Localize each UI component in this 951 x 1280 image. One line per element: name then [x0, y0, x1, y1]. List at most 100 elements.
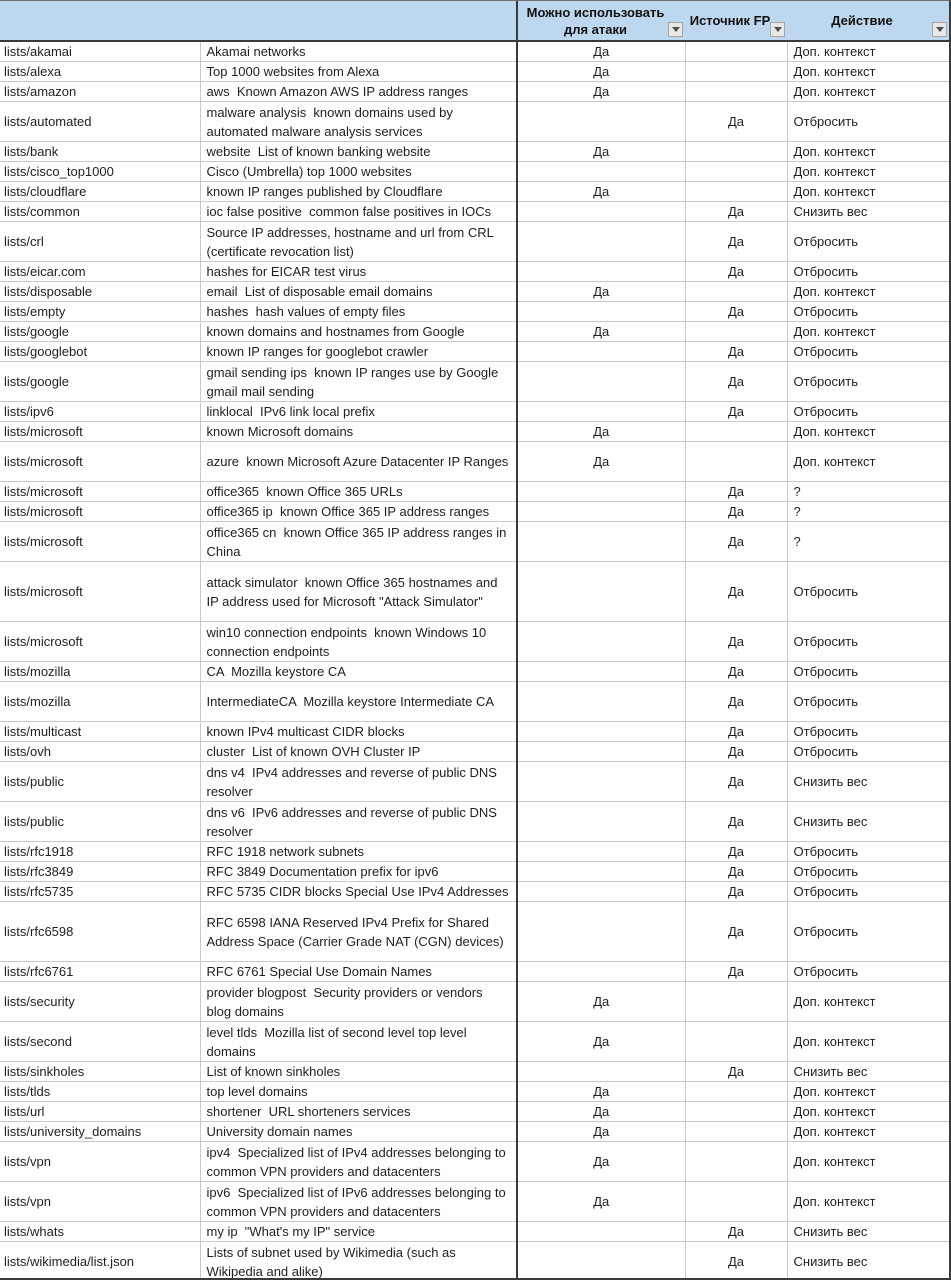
- cell-description[interactable]: Source IP addresses, hostname and url fr…: [200, 221, 518, 262]
- cell-attack-usable[interactable]: [517, 721, 686, 742]
- cell-description[interactable]: linklocal IPv6 link local prefix: [200, 401, 518, 422]
- cell-action[interactable]: Отбросить: [787, 401, 949, 422]
- cell-description[interactable]: malware analysis known domains used by a…: [200, 101, 518, 142]
- cell-list-name[interactable]: lists/disposable: [0, 281, 201, 302]
- cell-action[interactable]: Доп. контекст: [787, 321, 949, 342]
- cell-description[interactable]: Akamai networks: [200, 41, 518, 62]
- cell-fp-source[interactable]: Да: [685, 301, 788, 322]
- cell-list-name[interactable]: lists/multicast: [0, 721, 201, 742]
- cell-attack-usable[interactable]: Да: [517, 41, 686, 62]
- cell-fp-source[interactable]: Да: [685, 861, 788, 882]
- cell-fp-source[interactable]: Да: [685, 621, 788, 662]
- filter-dropdown-button[interactable]: [668, 22, 683, 37]
- cell-description[interactable]: win10 connection endpoints known Windows…: [200, 621, 518, 662]
- cell-attack-usable[interactable]: [517, 401, 686, 422]
- cell-fp-source[interactable]: [685, 421, 788, 442]
- cell-action[interactable]: Доп. контекст: [787, 1181, 949, 1222]
- cell-list-name[interactable]: lists/microsoft: [0, 561, 201, 622]
- cell-list-name[interactable]: lists/rfc5735: [0, 881, 201, 902]
- cell-description[interactable]: my ip "What's my IP" service: [200, 1221, 518, 1242]
- cell-action[interactable]: Доп. контекст: [787, 61, 949, 82]
- cell-fp-source[interactable]: Да: [685, 1221, 788, 1242]
- cell-list-name[interactable]: lists/ipv6: [0, 401, 201, 422]
- filter-dropdown-button[interactable]: [932, 22, 947, 37]
- cell-attack-usable[interactable]: Да: [517, 61, 686, 82]
- cell-description[interactable]: University domain names: [200, 1121, 518, 1142]
- cell-action[interactable]: Доп. контекст: [787, 1141, 949, 1182]
- cell-list-name[interactable]: lists/google: [0, 321, 201, 342]
- cell-fp-source[interactable]: Да: [685, 801, 788, 842]
- cell-fp-source[interactable]: [685, 41, 788, 62]
- cell-list-name[interactable]: lists/rfc6598: [0, 901, 201, 962]
- cell-attack-usable[interactable]: [517, 901, 686, 962]
- cell-description[interactable]: Cisco (Umbrella) top 1000 websites: [200, 161, 518, 182]
- cell-action[interactable]: Отбросить: [787, 681, 949, 722]
- cell-action[interactable]: Доп. контекст: [787, 441, 949, 482]
- cell-description[interactable]: website List of known banking website: [200, 141, 518, 162]
- cell-attack-usable[interactable]: [517, 221, 686, 262]
- cell-attack-usable[interactable]: Да: [517, 421, 686, 442]
- cell-fp-source[interactable]: Да: [685, 561, 788, 622]
- cell-fp-source[interactable]: Да: [685, 521, 788, 562]
- cell-list-name[interactable]: lists/microsoft: [0, 421, 201, 442]
- cell-attack-usable[interactable]: Да: [517, 1181, 686, 1222]
- cell-description[interactable]: ipv4 Specialized list of IPv4 addresses …: [200, 1141, 518, 1182]
- cell-attack-usable[interactable]: Да: [517, 281, 686, 302]
- cell-attack-usable[interactable]: Да: [517, 441, 686, 482]
- cell-fp-source[interactable]: Да: [685, 101, 788, 142]
- cell-fp-source[interactable]: Да: [685, 961, 788, 982]
- cell-action[interactable]: Доп. контекст: [787, 41, 949, 62]
- cell-attack-usable[interactable]: [517, 561, 686, 622]
- cell-action[interactable]: Доп. контекст: [787, 981, 949, 1022]
- cell-action[interactable]: Отбросить: [787, 301, 949, 322]
- cell-list-name[interactable]: lists/microsoft: [0, 481, 201, 502]
- cell-action[interactable]: Доп. контекст: [787, 161, 949, 182]
- cell-attack-usable[interactable]: [517, 961, 686, 982]
- cell-fp-source[interactable]: Да: [685, 681, 788, 722]
- cell-fp-source[interactable]: [685, 1121, 788, 1142]
- cell-list-name[interactable]: lists/vpn: [0, 1141, 201, 1182]
- cell-fp-source[interactable]: [685, 1141, 788, 1182]
- cell-action[interactable]: Снизить вес: [787, 201, 949, 222]
- cell-attack-usable[interactable]: [517, 881, 686, 902]
- cell-list-name[interactable]: lists/google: [0, 361, 201, 402]
- cell-attack-usable[interactable]: [517, 341, 686, 362]
- cell-attack-usable[interactable]: [517, 1221, 686, 1242]
- cell-attack-usable[interactable]: [517, 101, 686, 142]
- cell-fp-source[interactable]: Да: [685, 741, 788, 762]
- cell-attack-usable[interactable]: [517, 521, 686, 562]
- cell-description[interactable]: office365 cn known Office 365 IP address…: [200, 521, 518, 562]
- cell-description[interactable]: dns v4 IPv4 addresses and reverse of pub…: [200, 761, 518, 802]
- cell-action[interactable]: Доп. контекст: [787, 281, 949, 302]
- cell-action[interactable]: Отбросить: [787, 881, 949, 902]
- cell-list-name[interactable]: lists/second: [0, 1021, 201, 1062]
- cell-action[interactable]: Снизить вес: [787, 801, 949, 842]
- cell-description[interactable]: hashes hash values of empty files: [200, 301, 518, 322]
- cell-description[interactable]: level tlds Mozilla list of second level …: [200, 1021, 518, 1062]
- cell-attack-usable[interactable]: Да: [517, 1121, 686, 1142]
- cell-list-name[interactable]: lists/microsoft: [0, 521, 201, 562]
- cell-description[interactable]: RFC 3849 Documentation prefix for ipv6: [200, 861, 518, 882]
- cell-list-name[interactable]: lists/url: [0, 1101, 201, 1122]
- cell-action[interactable]: Отбросить: [787, 861, 949, 882]
- cell-action[interactable]: Отбросить: [787, 661, 949, 682]
- cell-description[interactable]: ioc false positive common false positive…: [200, 201, 518, 222]
- cell-list-name[interactable]: lists/microsoft: [0, 441, 201, 482]
- cell-fp-source[interactable]: [685, 981, 788, 1022]
- cell-attack-usable[interactable]: [517, 1241, 686, 1278]
- cell-action[interactable]: ?: [787, 521, 949, 562]
- cell-action[interactable]: Доп. контекст: [787, 1021, 949, 1062]
- column-header-fp-source[interactable]: Источник FP: [685, 1, 787, 42]
- cell-action[interactable]: Отбросить: [787, 361, 949, 402]
- cell-action[interactable]: ?: [787, 501, 949, 522]
- cell-attack-usable[interactable]: Да: [517, 1081, 686, 1102]
- cell-action[interactable]: Снизить вес: [787, 761, 949, 802]
- cell-fp-source[interactable]: Да: [685, 721, 788, 742]
- cell-fp-source[interactable]: Да: [685, 501, 788, 522]
- cell-attack-usable[interactable]: Да: [517, 1101, 686, 1122]
- cell-description[interactable]: known IPv4 multicast CIDR blocks: [200, 721, 518, 742]
- cell-fp-source[interactable]: Да: [685, 881, 788, 902]
- cell-description[interactable]: IntermediateCA Mozilla keystore Intermed…: [200, 681, 518, 722]
- cell-list-name[interactable]: lists/cisco_top1000: [0, 161, 201, 182]
- cell-list-name[interactable]: lists/public: [0, 801, 201, 842]
